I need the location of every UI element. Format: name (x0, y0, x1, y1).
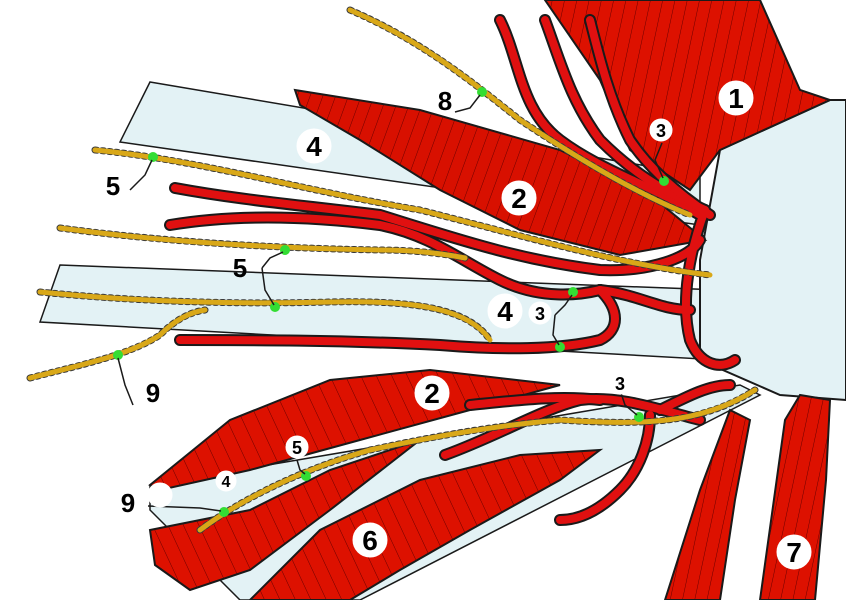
label-3-mid: 3 (535, 304, 545, 324)
muscle-2-upper (293, 88, 708, 257)
label-4-low: 4 (222, 474, 231, 491)
label-9-low: 9 (121, 488, 135, 518)
leader-lines (117, 94, 664, 512)
marker-3-top (659, 176, 669, 186)
label-5-mid: 5 (233, 253, 247, 283)
label-5-top: 5 (106, 171, 120, 201)
marker-5-top (148, 152, 158, 162)
marker-8 (477, 87, 487, 97)
label-7: 7 (786, 537, 802, 568)
muscle-4-lower (148, 439, 421, 592)
muscle-6 (248, 448, 604, 600)
muscle-lower-right (663, 408, 752, 600)
label-8: 8 (438, 86, 452, 116)
marker-9-left (113, 350, 123, 360)
label-2-lower: 2 (424, 378, 440, 409)
marker-3-mid-a (568, 287, 578, 297)
marker-3-mid-b (555, 342, 565, 352)
label-6: 6 (362, 525, 378, 556)
label-4-mid: 4 (497, 296, 513, 327)
marker-5-mid-b (270, 302, 280, 312)
label-1: 1 (728, 83, 744, 114)
label-2-upper: 2 (511, 183, 527, 214)
marker-9-low (219, 507, 229, 517)
label-9-left: 9 (146, 378, 160, 408)
label-3-top: 3 (656, 121, 666, 141)
label-4-upper: 4 (306, 131, 322, 162)
label-discs (147, 80, 812, 570)
label-5-low: 5 (292, 438, 302, 458)
label-3-low: 3 (615, 374, 625, 394)
nerves (26, 6, 759, 534)
